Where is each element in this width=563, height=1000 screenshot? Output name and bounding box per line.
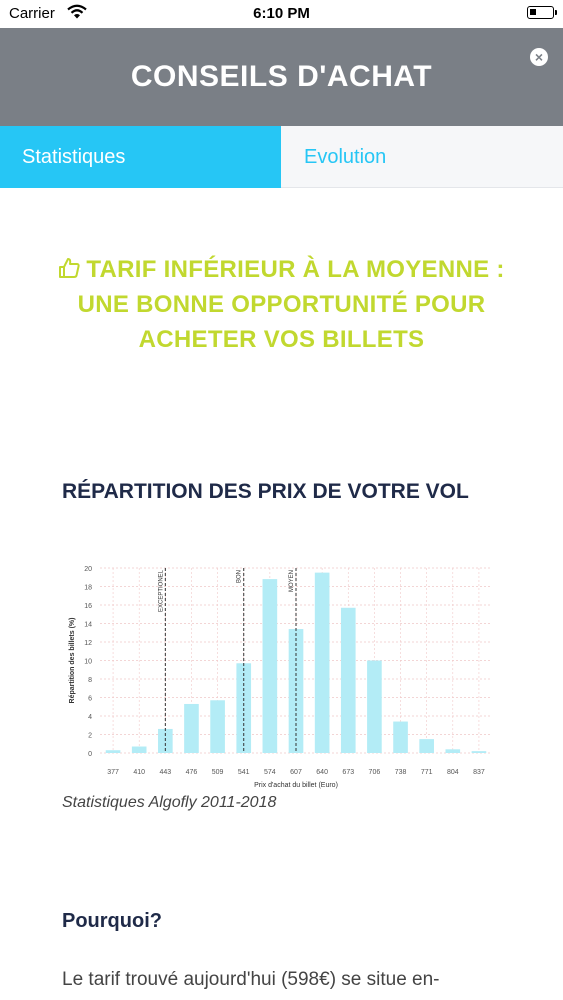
x-tick-label: 443 [159,769,171,776]
x-tick-label: 607 [290,769,302,776]
price-distribution-chart: 0 2 4 6 8 10 12 14 16 18 20 377 410 443 476 509 541 574 60… [69,566,492,789]
wifi-icon [67,4,87,24]
x-tick-label: 804 [447,769,459,776]
recommendation-banner: TARIF INFÉRIEUR À LA MOYENNE : UNE BONNE… [40,252,523,357]
x-axis-label: Prix d'achat du billet (Euro) [254,782,338,789]
tab-bar: Statistiques Evolution [0,126,563,188]
bar [210,700,225,753]
bar [314,572,330,753]
chart-caption: Statistiques Algofly 2011-2018 [62,794,277,811]
bar [184,703,199,753]
x-tick-label: 837 [473,769,485,776]
why-text: Le tarif trouvé aujourd'hui (598€) se si… [62,969,440,990]
y-tick-label: 0 [88,751,92,758]
threshold-label: EXCEPTIONEL [158,569,164,612]
status-bar: Carrier 6:10 PM [0,0,563,28]
y-tick-label: 2 [88,733,92,740]
x-tick-label: 738 [395,769,407,776]
x-tick-label: 640 [316,769,328,776]
y-tick-label: 12 [84,640,92,647]
bar [393,721,408,753]
threshold-label: MOYEN [289,570,295,592]
thumbs-up-icon [58,254,80,278]
bar [131,746,147,753]
bar [471,751,487,753]
carrier-label: Carrier [9,5,55,22]
tab-statistiques[interactable]: Statistiques [0,126,281,188]
y-tick-label: 14 [84,622,92,629]
y-tick-label: 16 [84,603,92,610]
bar [367,660,382,753]
bar [445,749,461,753]
x-tick-label: 377 [107,769,119,776]
y-tick-label: 10 [84,659,92,666]
distribution-title: RÉPARTITION DES PRIX DE VOTRE VOL [62,480,469,503]
bar [262,579,278,753]
x-tick-label: 476 [186,769,198,776]
header: CONSEILS D'ACHAT × [0,28,563,126]
y-axis-label: Répartition des billets (%) [69,618,76,704]
y-tick-label: 6 [88,696,92,703]
why-heading: Pourquoi? [62,910,162,932]
bar [340,607,356,753]
clock: 6:10 PM [253,5,310,22]
bar [105,750,121,753]
battery-icon [527,6,557,19]
bar [419,739,434,753]
y-tick-label: 18 [84,585,92,592]
x-tick-label: 541 [238,769,250,776]
bar [288,629,304,753]
x-tick-label: 509 [212,769,224,776]
x-tick-label: 706 [369,769,381,776]
recommendation-text: TARIF INFÉRIEUR À LA MOYENNE : UNE BONNE… [77,256,505,353]
y-tick-label: 4 [88,714,92,721]
page-title: CONSEILS D'ACHAT [130,60,433,93]
x-tick-label: 410 [133,769,145,776]
x-tick-label: 574 [264,769,276,776]
x-tick-label: 771 [421,769,433,776]
y-tick-label: 20 [84,566,92,573]
y-tick-label: 8 [88,677,92,684]
close-icon[interactable]: × [530,48,548,66]
tab-evolution[interactable]: Evolution [281,126,563,188]
x-tick-label: 673 [342,769,354,776]
threshold-label: BON [237,570,243,583]
